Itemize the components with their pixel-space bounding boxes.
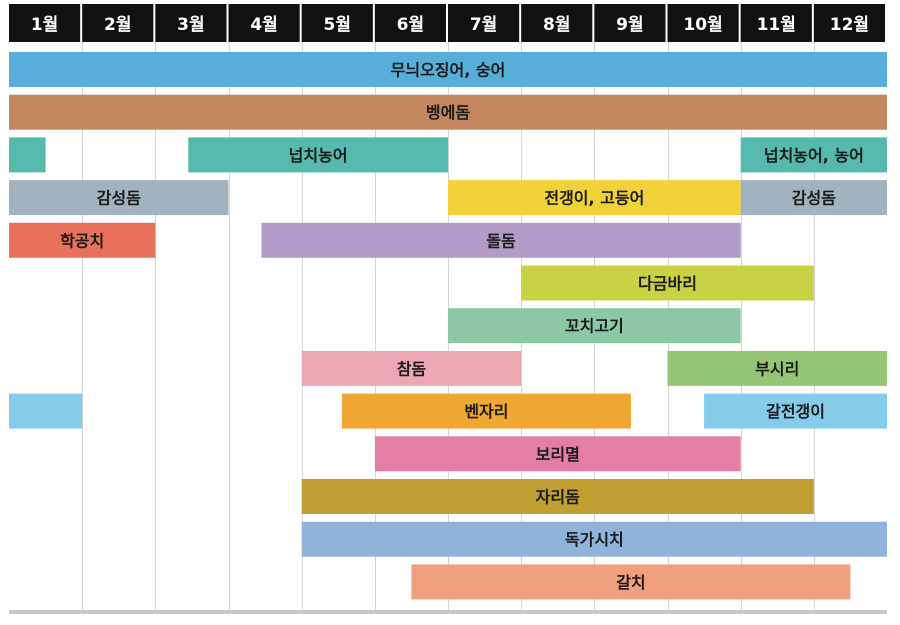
bar-label: 학공치 (60, 231, 104, 250)
season-bar (9, 393, 83, 429)
bar-mark (188, 137, 448, 173)
month-label: 10월 (683, 15, 722, 35)
season-bar: 돌돔 (261, 222, 741, 258)
season-bar: 갈전갱이 (704, 393, 887, 429)
month-label: 5월 (324, 15, 351, 35)
month-header-cell (448, 4, 520, 42)
bar-label: 꼬치고기 (565, 317, 624, 336)
season-bar: 보리멸 (374, 436, 741, 472)
bar-mark (301, 479, 814, 514)
bar-mark (341, 393, 631, 429)
month-label: 6월 (397, 15, 424, 35)
bar-mark (9, 94, 887, 130)
month-header-cell (155, 4, 227, 42)
month-header-cell (667, 4, 739, 42)
bar-mark (740, 137, 887, 173)
bar-mark (521, 265, 814, 301)
season-bar: 넙치농어, 농어 (740, 137, 887, 173)
bar-mark (704, 393, 887, 429)
month-header-cell (82, 4, 154, 42)
month-label: 9월 (616, 15, 643, 35)
bar-label: 감성돔 (97, 189, 141, 208)
season-bar: 무늬오징어, 숭어 (9, 52, 887, 87)
bar-mark (9, 222, 156, 258)
month-label: 11월 (757, 15, 796, 35)
season-bar: 자리돔 (301, 479, 814, 514)
season-bar: 넙치농어 (188, 137, 448, 173)
month-header-cell (9, 4, 81, 42)
bar-label: 참돔 (397, 359, 427, 378)
bar-label: 자리돔 (536, 488, 580, 507)
bottom-rule (9, 610, 887, 614)
bar-label: 벤자리 (464, 402, 508, 421)
bar-label: 갈전갱이 (766, 402, 825, 421)
month-header-cell (521, 4, 593, 42)
bar-label: 다금바리 (638, 274, 697, 293)
bar-mark (448, 308, 741, 344)
bar-label: 감성돔 (792, 189, 836, 208)
season-bar: 참돔 (301, 350, 522, 386)
season-bar: 갈치 (411, 564, 851, 600)
season-bar: 부시리 (667, 350, 887, 386)
bar-mark (261, 222, 741, 258)
month-label: 3월 (177, 15, 204, 35)
month-header-cell (374, 4, 446, 42)
bar-mark (448, 180, 741, 216)
season-bar (9, 137, 46, 173)
season-bar: 독가시치 (301, 521, 888, 557)
season-bar: 벵에돔 (9, 94, 887, 130)
bar-mark (9, 52, 887, 87)
bar-label: 무늬오징어, 숭어 (391, 61, 506, 80)
month-header-cell (740, 4, 812, 42)
bar-label: 보리멸 (536, 445, 580, 464)
season-bar: 다금바리 (521, 265, 814, 301)
bar-label: 전갱이, 고등어 (544, 189, 644, 208)
season-bar: 감성돔 (740, 180, 887, 216)
season-bar: 꼬치고기 (448, 308, 741, 344)
month-header-cell (301, 4, 373, 42)
month-label: 4월 (250, 15, 277, 35)
month-header-cell (813, 4, 885, 42)
bar-mark (301, 521, 888, 557)
season-bar: 벤자리 (341, 393, 631, 429)
month-header: 1월 2월 3월 4월 5월 6월 7월 8월 9월 10월 11월 12월 (9, 4, 885, 42)
month-label: 12월 (830, 15, 869, 35)
bar-label: 돌돔 (486, 231, 516, 250)
bar-mark (9, 393, 83, 429)
month-label: 2월 (104, 15, 131, 35)
bar-mark (301, 350, 522, 386)
month-gridlines (82, 42, 815, 610)
bar-label: 넙치농어, 농어 (764, 146, 864, 165)
month-label: 8월 (543, 15, 570, 35)
month-header-cell (228, 4, 300, 42)
bar-label: 부시리 (755, 359, 799, 378)
month-label: 1월 (31, 15, 58, 35)
bar-label: 벵에돔 (426, 103, 470, 122)
month-label: 7월 (470, 15, 497, 35)
bar-mark (9, 137, 46, 173)
bar-mark (411, 564, 851, 600)
bar-mark (9, 180, 229, 216)
bar-mark (374, 436, 741, 472)
season-bar: 전갱이, 고등어 (448, 180, 741, 216)
bar-label: 독가시치 (565, 530, 624, 549)
season-bar: 감성돔 (9, 180, 229, 216)
bar-mark (740, 180, 887, 216)
bar-mark (667, 350, 887, 386)
bar-label: 넙치농어 (289, 146, 348, 165)
month-header-cell (594, 4, 666, 42)
bar-label: 갈치 (616, 573, 645, 592)
season-bar: 학공치 (9, 222, 156, 258)
